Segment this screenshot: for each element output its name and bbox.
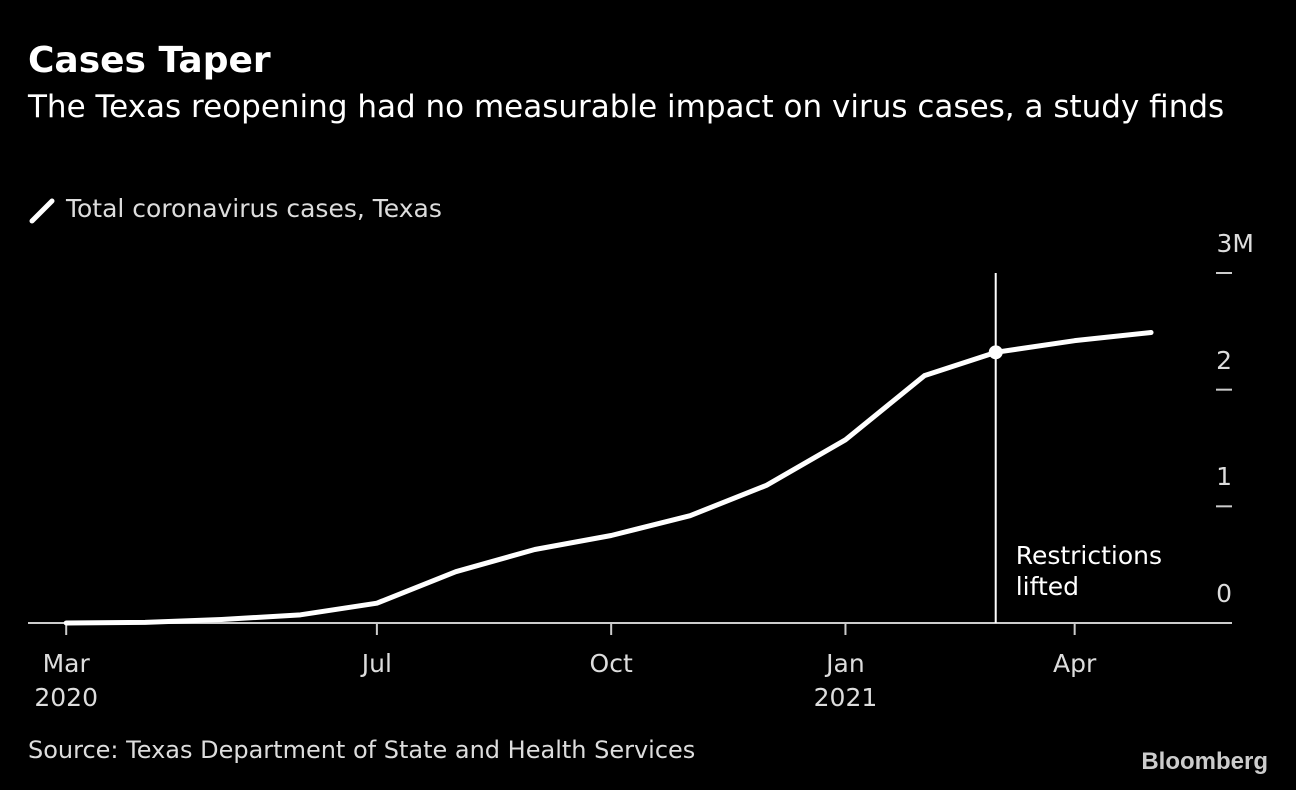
y-tick-label: 2 — [1216, 345, 1232, 375]
legend-label: Total coronavirus cases, Texas — [65, 194, 442, 223]
legend-swatch — [29, 198, 55, 224]
legend: Total coronavirus cases, Texas — [28, 194, 442, 225]
source: Source: Texas Department of State and He… — [28, 736, 696, 764]
x-tick-label: Mar 2020 — [34, 649, 98, 712]
chart-title: Cases Taper — [28, 40, 271, 81]
brand: Bloomberg — [1141, 748, 1268, 775]
line — [63, 330, 1154, 626]
annotation-label: Restrictions lifted — [1015, 541, 1163, 601]
y-tick-label: 1 — [1216, 462, 1232, 492]
y-tick-label: 3M — [1216, 229, 1254, 258]
x-tick-label: Oct — [589, 649, 633, 678]
x-tick-label: Jan 2021 — [813, 649, 878, 712]
y-tick-label: 0 — [1216, 579, 1232, 608]
x-tick-label: Apr — [1053, 649, 1097, 678]
annotation-dot — [988, 345, 1003, 360]
chart-subtitle: The Texas reopening had no measurable im… — [28, 89, 1225, 125]
x-tick-label: Jul — [361, 649, 392, 678]
